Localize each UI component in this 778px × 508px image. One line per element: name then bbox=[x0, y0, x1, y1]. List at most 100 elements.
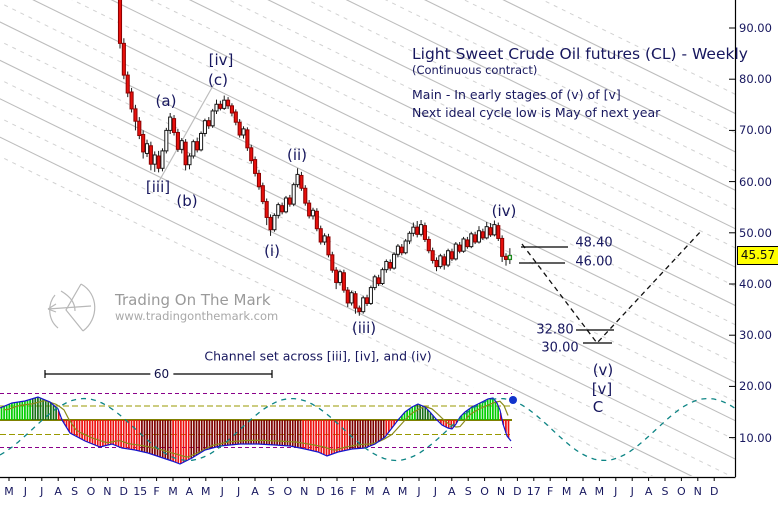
oscillator-bar bbox=[281, 420, 284, 446]
oscillator-bar bbox=[190, 420, 193, 459]
oscillator-bar bbox=[354, 420, 356, 449]
candle-body bbox=[276, 204, 281, 216]
analysis-line-1: Main - In early stages of (v) of [v] bbox=[412, 87, 621, 102]
oscillator-bar bbox=[268, 420, 271, 445]
oscillator-bar bbox=[226, 420, 229, 446]
candle-body bbox=[233, 111, 238, 123]
candle-body bbox=[411, 226, 416, 234]
candle-body bbox=[473, 234, 478, 243]
oscillator-bar bbox=[473, 405, 476, 420]
page-title: Light Sweet Crude Oil futures (CL) - Wee… bbox=[412, 45, 748, 63]
candle-body bbox=[376, 277, 381, 284]
candle-body bbox=[357, 307, 362, 313]
oscillator-bar bbox=[481, 401, 484, 420]
oscillator-bar bbox=[65, 420, 68, 428]
oscillator-bar bbox=[195, 420, 198, 456]
oscillator-bar bbox=[247, 420, 250, 444]
channel-line bbox=[424, 0, 735, 153]
oscillator-bar bbox=[320, 420, 323, 454]
oscillator-bar bbox=[286, 420, 289, 446]
channel-line bbox=[502, 0, 735, 114]
oscillator-bar bbox=[229, 420, 232, 445]
oscillator-bar bbox=[18, 401, 21, 420]
candle-body bbox=[430, 250, 435, 261]
candle-body bbox=[299, 174, 304, 189]
oscillator-bar bbox=[177, 420, 180, 464]
candle-body bbox=[372, 276, 377, 289]
oscillator-bar bbox=[29, 399, 31, 420]
oscillator-bar bbox=[299, 420, 302, 449]
oscillator-bar bbox=[325, 420, 328, 456]
candle-body bbox=[241, 128, 246, 136]
oscillator-bar bbox=[104, 420, 107, 446]
oscillator-bar bbox=[156, 420, 159, 457]
candle-body bbox=[253, 159, 258, 174]
oscillator-bar bbox=[63, 420, 65, 424]
oscillator-bar bbox=[232, 420, 234, 445]
oscillator-bar bbox=[26, 400, 29, 420]
candle-body bbox=[322, 235, 327, 243]
channel-line bbox=[188, 0, 735, 268]
oscillator-bar bbox=[219, 420, 221, 447]
oscillator-bar bbox=[112, 420, 115, 445]
candle-body bbox=[249, 147, 254, 162]
oscillator-bar bbox=[489, 398, 492, 420]
channel-line bbox=[0, 21, 735, 383]
oscillator-bar bbox=[164, 420, 167, 459]
oscillator-bar bbox=[37, 397, 39, 420]
oscillator-bar bbox=[338, 420, 341, 452]
oscillator-bar bbox=[258, 420, 260, 445]
oscillator-bar bbox=[146, 420, 148, 453]
candle-body bbox=[361, 297, 366, 313]
oscillator-envelope-line bbox=[0, 396, 512, 465]
oscillator-bar bbox=[3, 406, 5, 420]
oscillator-bar bbox=[128, 420, 130, 450]
oscillator-bar bbox=[297, 420, 299, 448]
oscillator-bar bbox=[351, 420, 354, 449]
candle-body bbox=[476, 230, 482, 243]
candle-body bbox=[272, 214, 277, 231]
candle-body bbox=[218, 103, 223, 109]
candle-body bbox=[121, 42, 126, 76]
oscillator-bar bbox=[455, 420, 458, 424]
candle-body bbox=[469, 233, 474, 248]
candle-body bbox=[245, 129, 250, 149]
oscillator-bar bbox=[81, 420, 83, 440]
candle-body bbox=[453, 243, 458, 260]
oscillator-bar bbox=[151, 420, 154, 455]
oscillator-bar bbox=[273, 420, 276, 445]
oscillator-bar bbox=[109, 420, 112, 445]
candle-body bbox=[484, 226, 489, 239]
oscillator-bar bbox=[424, 407, 427, 420]
oscillator-bar bbox=[120, 420, 122, 448]
candle-body bbox=[337, 271, 343, 283]
candle-body bbox=[183, 141, 188, 166]
oscillator-bar bbox=[385, 420, 388, 436]
oscillator-bar bbox=[271, 420, 273, 445]
oscillator-bar bbox=[312, 420, 315, 451]
candle-body bbox=[171, 118, 177, 133]
oscillator-bar bbox=[367, 420, 369, 447]
oscillator-bar bbox=[343, 420, 346, 451]
candle-body bbox=[465, 239, 470, 248]
candle-body bbox=[264, 201, 269, 218]
channel-line bbox=[32, 0, 735, 345]
channel-note: Channel set across [iii], [iv], and (iv) bbox=[204, 348, 432, 364]
oscillator-bar bbox=[388, 420, 390, 432]
candle-body bbox=[199, 132, 204, 151]
oscillator-bar bbox=[21, 401, 24, 420]
oscillator-bar bbox=[78, 420, 81, 439]
oscillator-bar bbox=[135, 420, 138, 451]
oscillator-bar bbox=[419, 404, 421, 420]
candle-body bbox=[496, 225, 501, 239]
analysis-line-2: Next ideal cycle low is May of next year bbox=[412, 105, 661, 120]
candle-body bbox=[422, 225, 427, 240]
candle-body bbox=[283, 197, 289, 213]
trendline bbox=[157, 83, 215, 184]
candle-body bbox=[399, 246, 404, 254]
oscillator-bar bbox=[169, 420, 172, 461]
candle-body bbox=[368, 287, 373, 304]
channel-line bbox=[267, 0, 735, 230]
oscillator-bar bbox=[203, 420, 206, 451]
candles bbox=[117, 0, 513, 316]
